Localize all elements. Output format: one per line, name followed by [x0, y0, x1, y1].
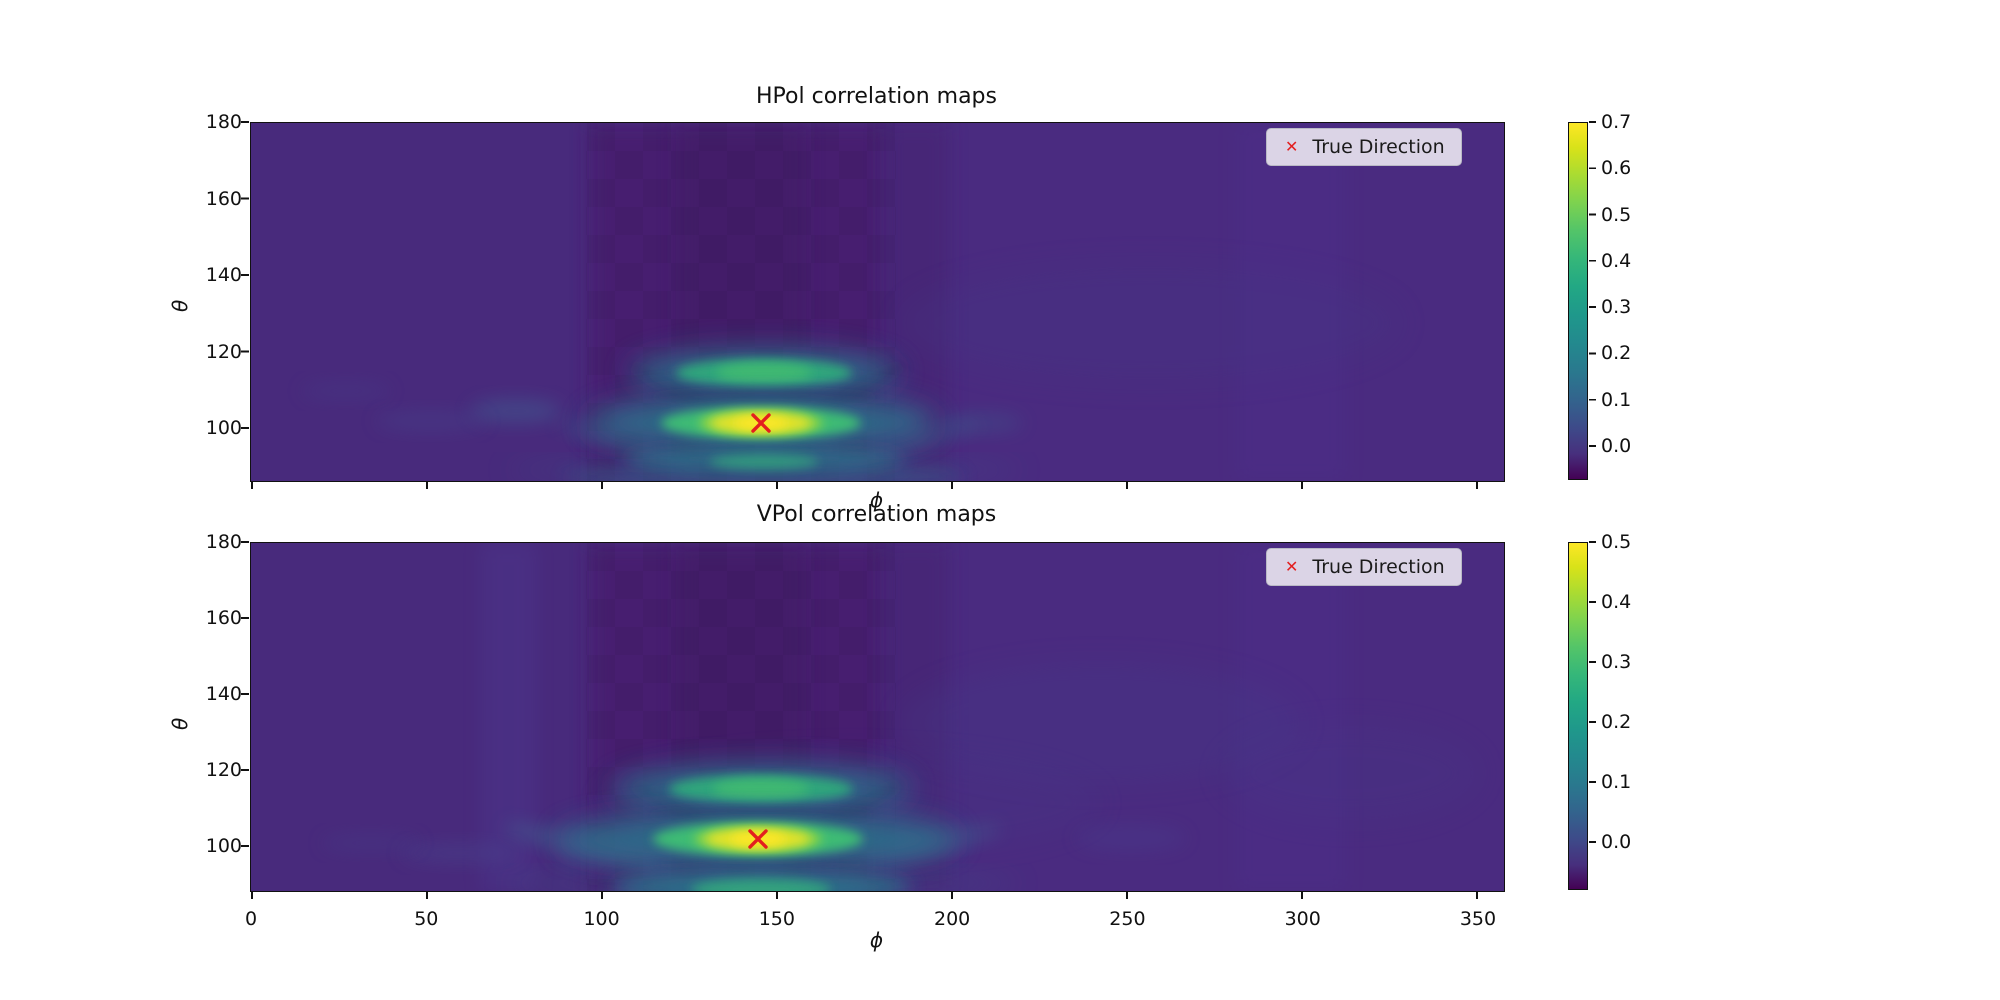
hpol-legend-x-marker-icon: ✕	[1285, 137, 1299, 156]
vpol-colorbar-tick-marks	[1589, 541, 1596, 844]
hpol-heatmap-canvas	[251, 123, 1504, 481]
hpol-legend[interactable]: ✕ True Direction	[1266, 128, 1462, 166]
hpol-ytick-labels: 180 160 140 120 100	[205, 111, 242, 439]
vpol-xtick-labels: 0 50 100 150 200 250 300 350	[244, 908, 1497, 930]
vpol-true-direction-marker	[748, 829, 768, 849]
vpol-title: VPol correlation maps	[756, 502, 997, 527]
vpol-heatmap-canvas	[251, 543, 1504, 891]
hpol-colorbar-labels: 0.7 0.6 0.5 0.4 0.3 0.2 0.1 0.0	[1601, 111, 1632, 457]
hpol-true-direction-marker	[751, 413, 771, 433]
vpol-legend-label: True Direction	[1312, 556, 1445, 578]
vpol-legend[interactable]: ✕ True Direction	[1266, 548, 1462, 586]
vpol-legend-x-marker-icon: ✕	[1285, 557, 1299, 576]
vpol-xtick-marks	[251, 891, 1478, 899]
hpol-colorbar-tick-marks	[1589, 121, 1596, 448]
hpol-xtick-marks	[251, 481, 1478, 489]
hpol-ytick-marks	[241, 121, 249, 430]
vpol-heatmap[interactable]	[250, 542, 1505, 892]
hpol-legend-label: True Direction	[1312, 136, 1445, 158]
vpol-colorbar	[1568, 542, 1588, 890]
vpol-xlabel: ϕ	[869, 928, 884, 952]
hpol-colorbar	[1568, 122, 1588, 480]
hpol-title: HPol correlation maps	[756, 84, 997, 109]
hpol-heatmap[interactable]	[250, 122, 1505, 482]
hpol-xlabel: ϕ	[869, 488, 884, 512]
vpol-ytick-labels: 180 160 140 120 100	[205, 531, 242, 857]
vpol-ytick-marks	[241, 541, 249, 848]
vpol-colorbar-labels: 0.5 0.4 0.3 0.2 0.1 0.0	[1601, 531, 1632, 853]
